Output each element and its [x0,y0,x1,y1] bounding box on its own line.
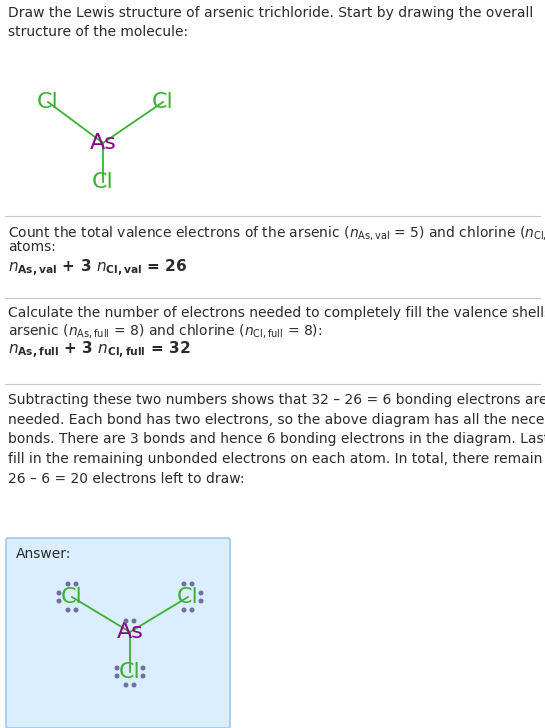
Circle shape [66,582,70,586]
Circle shape [141,674,145,678]
Text: Subtracting these two numbers shows that 32 – 26 = 6 bonding electrons are
neede: Subtracting these two numbers shows that… [8,393,545,486]
Circle shape [182,608,186,612]
Circle shape [57,591,61,595]
Circle shape [57,599,61,603]
Text: Cl: Cl [92,172,114,192]
Text: Answer:: Answer: [16,547,71,561]
Text: Cl: Cl [177,587,199,607]
Circle shape [190,608,194,612]
Circle shape [190,582,194,586]
Circle shape [124,620,128,622]
Circle shape [182,582,186,586]
Text: $n_{\mathregular{As,val}}$ + 3 $n_{\mathregular{Cl,val}}$ = 26: $n_{\mathregular{As,val}}$ + 3 $n_{\math… [8,258,187,280]
Text: Calculate the number of electrons needed to completely fill the valence shells f: Calculate the number of electrons needed… [8,306,545,320]
Text: Draw the Lewis structure of arsenic trichloride. Start by drawing the overall
st: Draw the Lewis structure of arsenic tric… [8,6,533,39]
Text: arsenic ($n_{\mathregular{As,full}}$ = 8) and chlorine ($n_{\mathregular{Cl,full: arsenic ($n_{\mathregular{As,full}}$ = 8… [8,322,322,340]
Circle shape [132,683,136,687]
Circle shape [199,599,203,603]
Text: As: As [89,133,117,153]
Text: Cl: Cl [37,92,59,112]
Text: Count the total valence electrons of the arsenic ($n_{\mathregular{As,val}}$ = 5: Count the total valence electrons of the… [8,224,545,242]
Circle shape [124,683,128,687]
Text: Cl: Cl [119,662,141,682]
Circle shape [199,591,203,595]
Circle shape [115,666,119,670]
Text: As: As [117,622,143,642]
Circle shape [74,608,78,612]
Text: Cl: Cl [61,587,83,607]
Circle shape [141,666,145,670]
Text: Cl: Cl [152,92,174,112]
Text: atoms:: atoms: [8,240,56,254]
Circle shape [115,674,119,678]
Circle shape [132,620,136,622]
FancyBboxPatch shape [6,538,230,728]
Text: $n_{\mathregular{As,full}}$ + 3 $n_{\mathregular{Cl,full}}$ = 32: $n_{\mathregular{As,full}}$ + 3 $n_{\mat… [8,340,190,361]
Circle shape [66,608,70,612]
Circle shape [74,582,78,586]
